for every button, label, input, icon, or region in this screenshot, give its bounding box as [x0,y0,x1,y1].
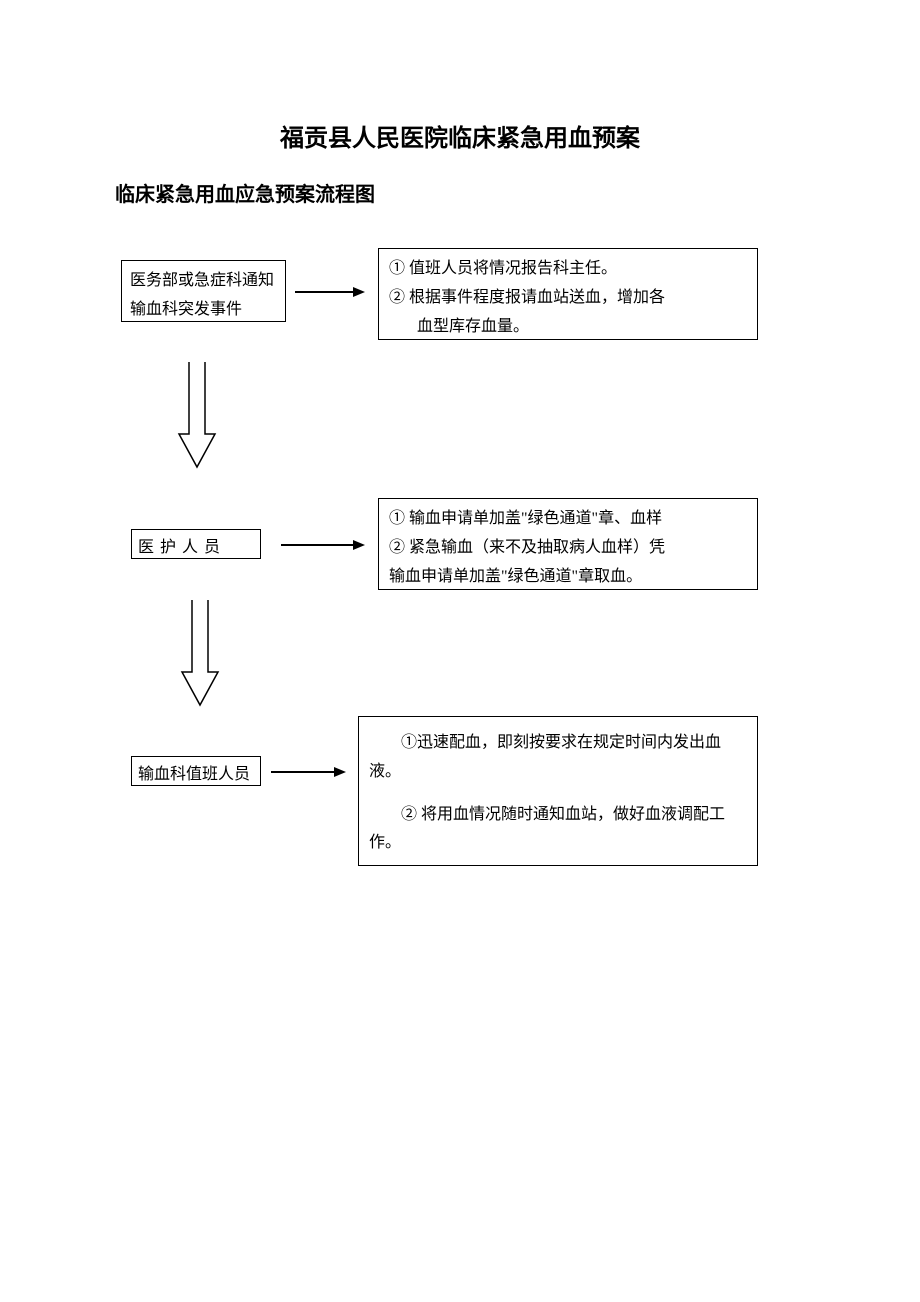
node-right-3-para2: ② 将用血情况随时通知血站，做好血液调配工作。 [369,801,747,859]
page-subtitle: 临床紧急用血应急预案流程图 [115,178,375,207]
node-right-3: ①迅速配血，即刻按要求在规定时间内发出血液。 ② 将用血情况随时通知血站，做好血… [358,716,758,866]
node-right-2-line1: ① 输血申请单加盖"绿色通道"章、血样 [389,505,749,534]
node-right-1-line1: ① 值班人员将情况报告科主任。 [389,255,749,284]
node-left-3-text: 输血科值班人员 [138,766,250,783]
node-right-1: ① 值班人员将情况报告科主任。 ② 根据事件程度报请血站送血，增加各 血型库存血… [378,248,758,340]
arrow-v-2 [180,600,220,710]
node-left-1-text: 医务部或急症科通知输血科突发事件 [130,272,274,318]
node-left-2-text: 医护人员 [138,539,226,556]
node-right-2: ① 输血申请单加盖"绿色通道"章、血样 ② 紧急输血（来不及抽取病人血样）凭 输… [378,498,758,590]
node-left-2: 医护人员 [131,529,261,559]
node-right-1-line3: 血型库存血量。 [389,313,749,342]
node-right-1-line2: ② 根据事件程度报请血站送血，增加各 [389,284,749,313]
node-right-2-line2: ② 紧急输血（来不及抽取病人血样）凭 [389,534,749,563]
node-left-3: 输血科值班人员 [131,756,261,786]
node-right-2-line3: 输血申请单加盖"绿色通道"章取血。 [389,563,749,592]
node-right-3-para1: ①迅速配血，即刻按要求在规定时间内发出血液。 [369,729,747,787]
arrow-v-1 [177,362,217,472]
page-title: 福贡县人民医院临床紧急用血预案 [0,118,920,153]
node-left-1: 医务部或急症科通知输血科突发事件 [121,260,286,322]
